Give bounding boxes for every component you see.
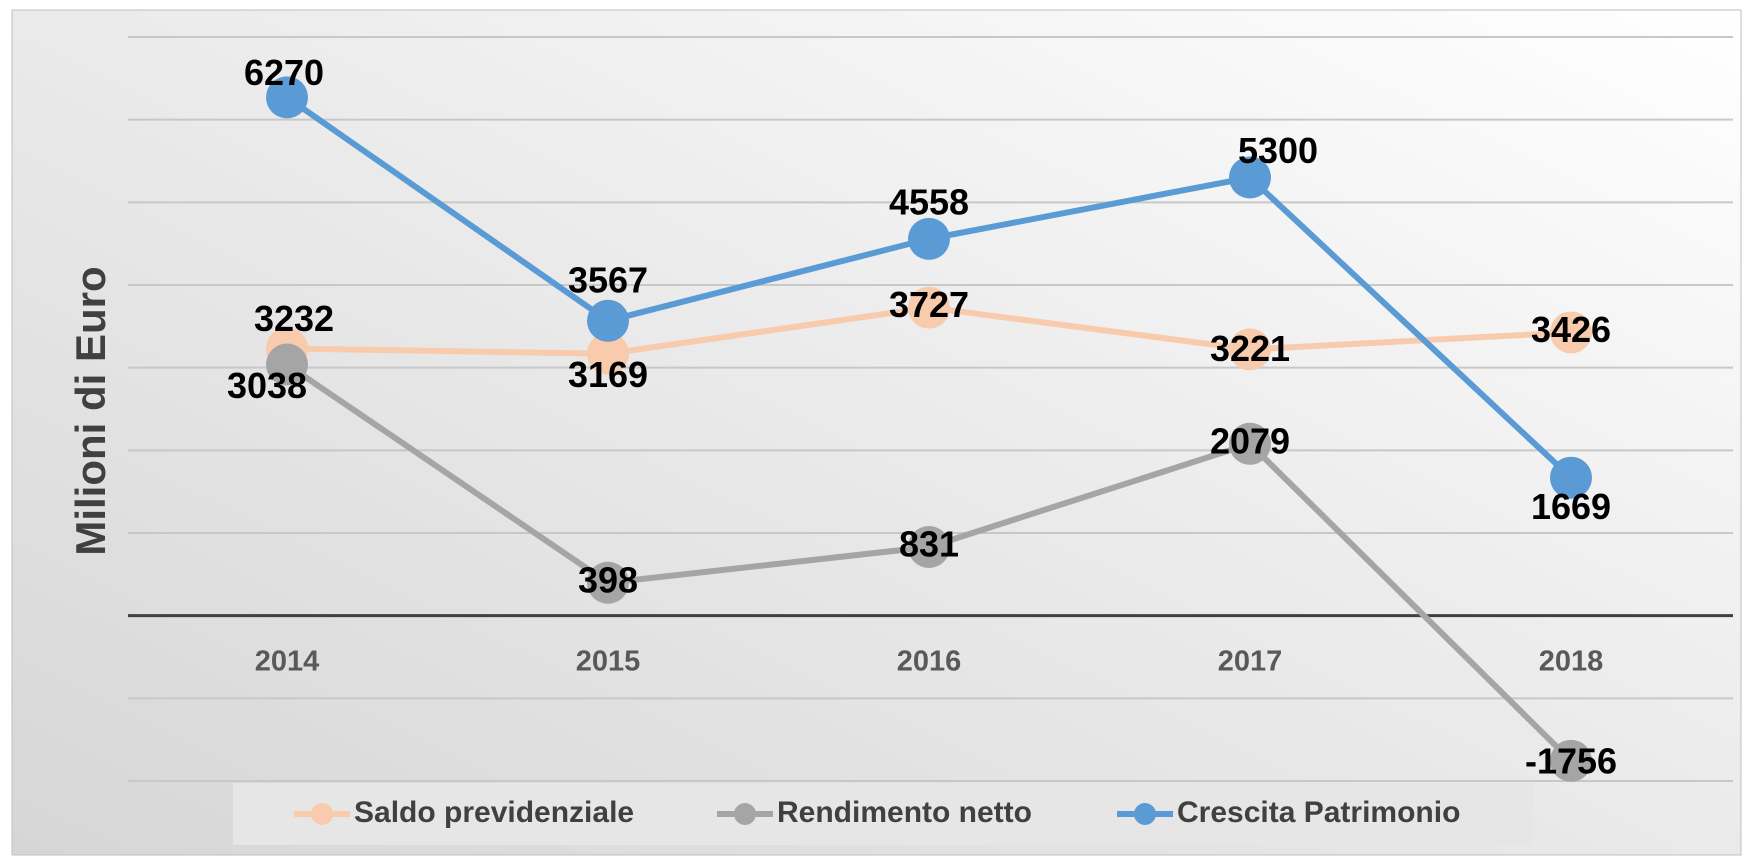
marker	[266, 343, 308, 386]
marker	[1550, 739, 1592, 782]
marker	[908, 217, 950, 260]
data-label: 3169	[568, 354, 648, 395]
data-label: 3221	[1210, 328, 1290, 369]
marker	[1550, 311, 1592, 354]
data-label: 5300	[1238, 130, 1318, 171]
legend-marker	[1134, 803, 1156, 825]
marker	[908, 286, 950, 329]
marker	[587, 561, 629, 604]
legend-marker	[311, 803, 333, 825]
marker	[1229, 422, 1271, 465]
x-tick-label: 2018	[1539, 646, 1604, 678]
legend-box	[233, 783, 1533, 845]
marker	[1229, 328, 1271, 371]
data-label: 3426	[1531, 309, 1611, 350]
data-label: 3232	[254, 298, 334, 339]
marker	[587, 332, 629, 375]
y-axis-label: Milioni di Euro	[67, 266, 114, 555]
plot-bg	[11, 9, 1742, 856]
data-label: 3038	[227, 365, 307, 406]
data-label: -1756	[1525, 740, 1617, 781]
marker	[908, 525, 950, 568]
marker	[1229, 156, 1271, 199]
legend-label: Saldo previdenziale	[354, 796, 634, 829]
data-label: 3727	[889, 284, 969, 325]
marker	[587, 299, 629, 342]
x-tick-label: 2017	[1218, 646, 1283, 678]
data-label: 1669	[1531, 486, 1611, 527]
data-label: 2079	[1210, 420, 1290, 461]
x-tick-label: 2015	[576, 646, 641, 678]
marker	[266, 76, 308, 119]
legend-label: Crescita Patrimonio	[1177, 796, 1460, 829]
data-label: 398	[578, 559, 638, 600]
data-label: 3567	[568, 259, 648, 300]
marker	[1550, 456, 1592, 499]
data-label: 4558	[889, 181, 969, 222]
data-label: 831	[899, 523, 959, 564]
legend-label: Rendimento netto	[777, 796, 1032, 829]
x-tick-label: 2014	[255, 646, 320, 678]
x-tick-label: 2016	[897, 646, 962, 678]
legend-marker	[734, 803, 756, 825]
data-label: 6270	[244, 52, 324, 93]
